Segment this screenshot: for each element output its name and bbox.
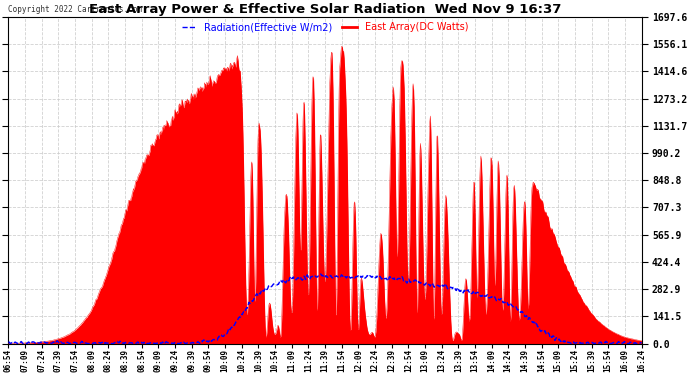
- Title: East Array Power & Effective Solar Radiation  Wed Nov 9 16:37: East Array Power & Effective Solar Radia…: [89, 3, 561, 16]
- Legend: Radiation(Effective W/m2), East Array(DC Watts): Radiation(Effective W/m2), East Array(DC…: [178, 18, 472, 36]
- Text: Copyright 2022 Cartronics.com: Copyright 2022 Cartronics.com: [8, 4, 142, 13]
